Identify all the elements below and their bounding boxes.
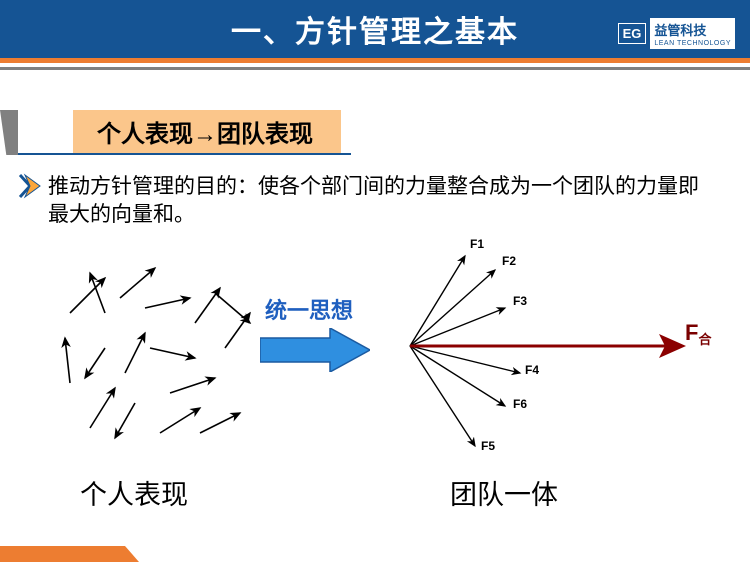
scatter-arrow xyxy=(90,388,115,428)
bullet-row: 推动方针管理的目的：使各个部门间的力量整合成为一个团队的力量即最大的向量和。 xyxy=(18,173,710,230)
subtitle-gap xyxy=(18,110,73,155)
force-label: F3 xyxy=(513,294,527,308)
page-title: 一、方针管理之基本 xyxy=(231,7,519,51)
force-vector xyxy=(410,346,520,373)
scatter-arrow xyxy=(215,293,250,323)
brand-logo: EG 益管科技 LEAN TECHNOLOGY xyxy=(618,18,735,49)
scatter-arrows xyxy=(50,253,260,453)
unify-label: 统一思想 xyxy=(265,293,353,325)
logo-cn: 益管科技 xyxy=(654,23,706,38)
footer-accent xyxy=(0,546,125,562)
scatter-arrow xyxy=(150,348,195,358)
logo-text: 益管科技 LEAN TECHNOLOGY xyxy=(650,18,735,49)
diagram-area: 统一思想 F1 F2 F3 F4 F6 F5 F合 个人表现 团队一体 xyxy=(0,238,750,538)
big-arrow-icon xyxy=(260,328,370,372)
subtitle-tail xyxy=(341,110,351,155)
scatter-arrow xyxy=(225,313,250,348)
force-vector xyxy=(410,308,505,346)
force-vector xyxy=(410,270,495,346)
force-label: F1 xyxy=(470,238,484,251)
right-caption: 团队一体 xyxy=(450,473,558,512)
fan-vectors: F1 F2 F3 F4 F6 F5 F合 xyxy=(395,238,725,478)
subtitle-row: 个人表现→团队表现 xyxy=(0,110,750,155)
force-label: F2 xyxy=(502,254,516,268)
scatter-arrow xyxy=(145,298,190,308)
gray-rule xyxy=(0,67,750,70)
left-caption: 个人表现 xyxy=(80,473,188,512)
scatter-arrow xyxy=(200,413,240,433)
scatter-arrow xyxy=(170,378,215,393)
resultant-label: F合 xyxy=(685,320,712,347)
scatter-arrow xyxy=(120,268,155,298)
scatter-arrow xyxy=(115,403,135,438)
force-vector xyxy=(410,256,465,346)
scatter-arrow xyxy=(65,338,70,383)
scatter-arrow xyxy=(125,333,145,373)
chevron-icon xyxy=(18,173,48,199)
force-label: F6 xyxy=(513,397,527,411)
header-bar: 一、方针管理之基本 EG 益管科技 LEAN TECHNOLOGY xyxy=(0,0,750,58)
scatter-arrow xyxy=(160,408,200,433)
force-label: F5 xyxy=(481,439,495,453)
force-vector xyxy=(410,346,475,446)
force-label: F4 xyxy=(525,363,539,377)
scatter-arrow xyxy=(70,278,105,313)
scatter-arrow xyxy=(85,348,105,378)
force-vector xyxy=(410,346,505,406)
bullet-text: 推动方针管理的目的：使各个部门间的力量整合成为一个团队的力量即最大的向量和。 xyxy=(48,173,710,230)
subtitle-tab xyxy=(0,110,18,155)
accent-rule xyxy=(0,58,750,63)
logo-en: LEAN TECHNOLOGY xyxy=(654,40,731,47)
scatter-arrow xyxy=(90,273,105,313)
subtitle-text: 个人表现→团队表现 xyxy=(73,110,341,155)
logo-badge: EG xyxy=(618,23,647,44)
